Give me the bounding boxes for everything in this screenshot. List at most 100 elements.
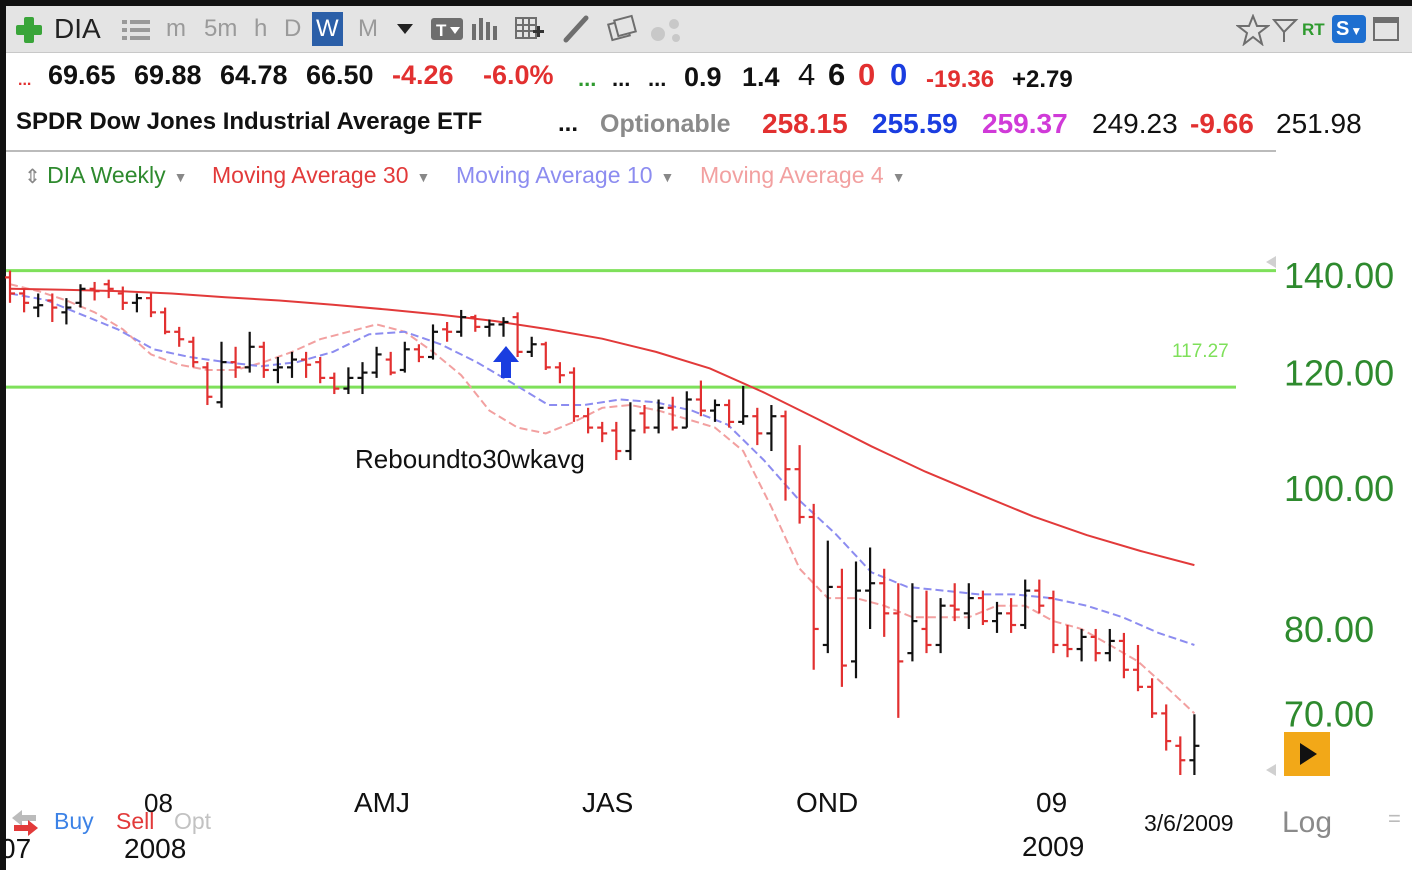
price-bar: [667, 396, 678, 431]
interval-5m[interactable]: 5m: [204, 15, 238, 42]
price-bar: [766, 405, 777, 452]
price-bar: [315, 356, 326, 384]
play-button[interactable]: [1284, 732, 1330, 776]
add-plus-icon[interactable]: [14, 15, 44, 45]
price-bar: [526, 336, 537, 357]
legend-ma10-dropdown-icon[interactable]: ▼: [660, 168, 675, 185]
play-icon: [1300, 743, 1317, 765]
price-bar: [710, 399, 720, 422]
svg-text:T: T: [436, 21, 447, 40]
grid-add-icon[interactable]: [514, 14, 546, 44]
price-bar: [230, 346, 241, 378]
current-date: 3/6/2009: [1144, 810, 1234, 836]
interval-h[interactable]: h: [254, 15, 268, 42]
rt-label[interactable]: RT: [1302, 20, 1325, 39]
price-bar: [865, 547, 876, 629]
interval-m-monthly[interactable]: M: [358, 15, 378, 42]
text-tool-icon[interactable]: T: [430, 15, 466, 43]
price-bar: [19, 288, 30, 313]
quote-v5: 0: [858, 57, 876, 92]
legend-main[interactable]: ⇕ DIA Weekly ▼: [24, 162, 187, 189]
price-bar: [752, 407, 763, 446]
quote-open: 69.65: [48, 60, 116, 90]
scale-options-icon[interactable]: =: [1388, 806, 1401, 831]
price-bar: [540, 341, 551, 370]
price-bar: [893, 583, 904, 718]
price-bar: [794, 445, 805, 524]
price-bar: [512, 312, 523, 357]
layers-icon[interactable]: [606, 14, 638, 44]
interval-d[interactable]: D: [284, 15, 302, 42]
axis-scroll-down-icon[interactable]: [1266, 764, 1276, 776]
price-bar: [174, 326, 185, 347]
quote-prefix: ...: [18, 72, 32, 89]
sell-button[interactable]: Sell: [116, 808, 155, 834]
price-bar: [992, 601, 1002, 633]
s-label: S: [1336, 18, 1350, 40]
price-bar: [456, 309, 467, 337]
star-icon[interactable]: [1236, 14, 1270, 46]
price-bar: [597, 421, 608, 443]
log-scale-toggle[interactable]: Log: [1282, 806, 1333, 839]
price-bar: [1161, 704, 1172, 751]
security-dots: ...: [558, 110, 579, 137]
quote-dots-1: ...: [612, 66, 631, 91]
price-bar: [244, 331, 255, 373]
legend-ma30-dropdown-icon[interactable]: ▼: [416, 168, 431, 185]
price-bar: [554, 362, 565, 384]
price-bar: [724, 399, 735, 428]
buy-button[interactable]: Buy: [54, 808, 94, 834]
interval-m[interactable]: m: [166, 15, 186, 42]
legend-main-label: DIA Weekly: [47, 162, 166, 188]
chart-area: [6, 150, 1276, 872]
x-axis-label: 08: [144, 788, 173, 818]
price-3: 259.37: [982, 108, 1068, 139]
drag-handle-icon[interactable]: ⇕: [24, 166, 41, 188]
price-bar: [808, 503, 819, 670]
swap-arrows-icon[interactable]: [8, 808, 42, 838]
price-bar: [583, 407, 594, 434]
price-bar: [442, 321, 453, 342]
price-bar: [738, 385, 749, 425]
opt-button[interactable]: Opt: [174, 808, 212, 834]
s-button[interactable]: S▼: [1332, 15, 1366, 43]
y-tick-label: 120.00: [1284, 353, 1394, 394]
list-icon[interactable]: [122, 18, 152, 42]
price-bar: [1090, 628, 1101, 662]
quote-v6: 0: [890, 57, 908, 92]
legend-ma4[interactable]: Moving Average 4 ▼: [700, 162, 906, 189]
legend-ma30[interactable]: Moving Average 30 ▼: [212, 162, 430, 189]
price-bar: [1076, 628, 1087, 662]
price-bar: [1175, 736, 1186, 776]
quote-dots-green: ...: [578, 66, 597, 91]
interval-dropdown-icon[interactable]: [396, 22, 414, 36]
x-axis-label: JAS: [582, 787, 633, 818]
price-bar: [1006, 598, 1017, 633]
price-5: -9.66: [1190, 108, 1254, 139]
price-bar: [963, 583, 974, 629]
x-axis-label: 09: [1036, 787, 1067, 818]
price-bar: [131, 293, 142, 313]
legend-main-dropdown-icon[interactable]: ▼: [173, 168, 188, 185]
quote-high: 69.88: [134, 60, 202, 90]
legend-ma4-dropdown-icon[interactable]: ▼: [891, 168, 906, 185]
interval-w[interactable]: W: [312, 12, 343, 46]
legend-ma10[interactable]: Moving Average 10 ▼: [456, 162, 674, 189]
quote-line-1: ... 69.65 69.88 64.78 66.50 -4.26 -6.0% …: [6, 54, 1412, 100]
price-bar: [301, 351, 312, 378]
bar-style-icon[interactable]: [470, 16, 500, 42]
window-icon[interactable]: [1372, 15, 1404, 45]
quote-line-2: SPDR Dow Jones Industrial Average ETF ..…: [6, 102, 1412, 148]
symbol-label[interactable]: DIA: [54, 13, 101, 44]
price-bar: [61, 298, 72, 325]
quote-v4: 6: [828, 57, 846, 92]
price-bar: [780, 410, 791, 501]
flag-icon[interactable]: [1272, 16, 1300, 44]
share-icon[interactable]: [650, 16, 684, 44]
axis-scroll-up-icon[interactable]: [1266, 256, 1276, 268]
price-2: 255.59: [872, 108, 958, 139]
pencil-icon[interactable]: [562, 14, 592, 44]
price-6: 251.98: [1276, 108, 1362, 139]
price-bar: [216, 341, 227, 408]
